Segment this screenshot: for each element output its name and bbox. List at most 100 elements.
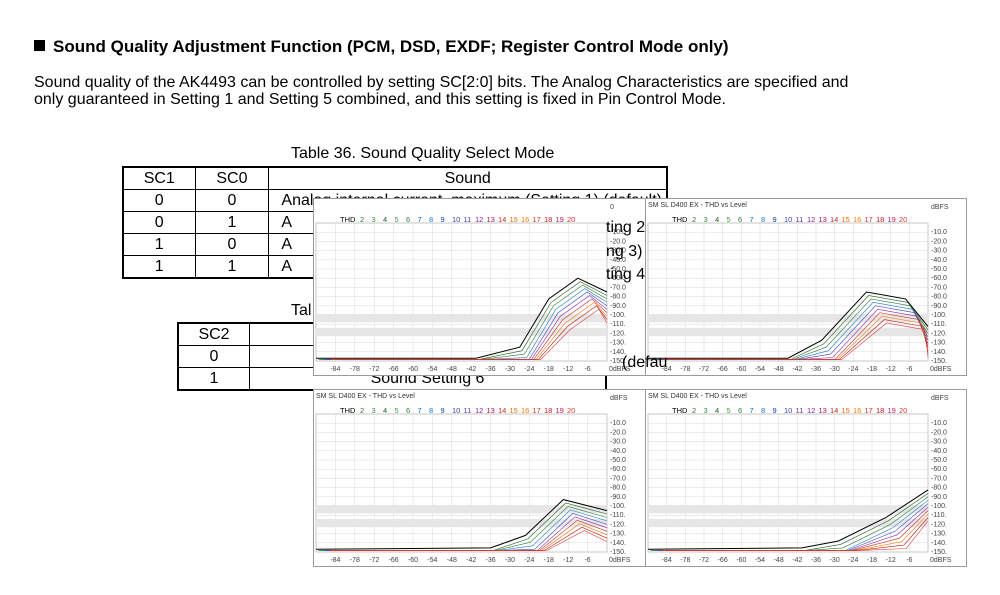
- legend-entry: 3: [704, 406, 708, 415]
- y-tick-label: -60.0: [610, 466, 626, 473]
- x-tick-label: -72: [699, 557, 709, 564]
- plot-svg: THD 2 3 4 5 6 7 8 9 10 11 12 13 14 15 16 17 18 19 20 0 -10.0 -…: [315, 204, 631, 373]
- y-tick-label: -40.0: [610, 257, 626, 264]
- legend-entry: 9: [441, 215, 445, 224]
- y-unit-label: dBFS: [610, 395, 628, 402]
- x-tick-label: -72: [699, 366, 709, 373]
- y-tick-label: -150.: [931, 358, 947, 365]
- y-tick-label: -140.: [931, 540, 947, 547]
- x-tick-label: -18: [544, 557, 554, 564]
- x-tick-label: -12: [886, 557, 896, 564]
- table36-cell: 1: [194, 255, 270, 279]
- table36-cell: 0: [194, 233, 270, 256]
- table36-cell: 1: [122, 233, 196, 256]
- table36-header-sc0: SC0: [194, 166, 270, 190]
- legend-entry: 13: [819, 406, 827, 415]
- y-tick-label: -60.0: [610, 275, 626, 282]
- y-unit-label: 0: [610, 204, 614, 211]
- legend-entry: 2: [692, 406, 696, 415]
- legend-entry: 13: [487, 406, 495, 415]
- legend-entry: 14: [498, 406, 506, 415]
- x-tick-label: -66: [718, 366, 728, 373]
- x-tick-label: -36: [811, 557, 821, 564]
- y-tick-label: -140.: [610, 540, 626, 547]
- x-tick-label: -78: [350, 366, 360, 373]
- y-tick-label: -120.: [610, 521, 626, 528]
- y-tick-label: -140.: [610, 349, 626, 356]
- thd-curve: [337, 308, 608, 360]
- x-tick-label: -84: [662, 557, 672, 564]
- y-tick-label: -150.: [610, 358, 626, 365]
- table36-cell: 0: [194, 189, 270, 212]
- y-tick-label: -90.0: [610, 303, 626, 310]
- legend-entry: 18: [544, 406, 552, 415]
- y-tick-label: -110.: [931, 321, 946, 328]
- legend-entry: 10: [452, 215, 460, 224]
- table37-header-sc2: SC2: [177, 322, 250, 346]
- section-heading: Sound Quality Adjustment Function (PCM, …: [34, 37, 729, 57]
- legend-label: THD: [340, 406, 356, 415]
- legend-entry: 17: [865, 406, 873, 415]
- legend-entry: 19: [888, 406, 896, 415]
- table36-caption: Table 36. Sound Quality Select Mode: [291, 145, 555, 162]
- thd-curve: [668, 520, 929, 551]
- legend-entry: 6: [738, 406, 742, 415]
- legend-entry: 17: [533, 215, 541, 224]
- legend-entry: 8: [429, 406, 433, 415]
- legend-entry: 7: [750, 215, 754, 224]
- legend-entry: 2: [692, 215, 696, 224]
- y-tick-label: -50.0: [610, 266, 626, 273]
- x-tick-label: -36: [486, 557, 496, 564]
- y-tick-label: -10.0: [931, 229, 947, 236]
- table36-header-sound: Sound: [268, 166, 668, 190]
- x-tick-label: -66: [718, 557, 728, 564]
- x-tick-label: -18: [867, 366, 877, 373]
- x-tick-label: -78: [350, 557, 360, 564]
- y-unit-label: dBFS: [931, 395, 949, 402]
- thd-curve: [648, 291, 929, 359]
- legend-entry: 5: [395, 406, 399, 415]
- legend-entry: 17: [533, 406, 541, 415]
- x-tick-label: -24: [848, 366, 858, 373]
- y-tick-label: -120.: [610, 330, 626, 337]
- y-tick-label: -50.0: [610, 457, 626, 464]
- x-tick-label: -78: [680, 366, 690, 373]
- table37-cell: 0: [177, 345, 250, 368]
- y-tick-label: -90.0: [931, 303, 947, 310]
- y-tick-label: -80.0: [610, 294, 626, 301]
- y-tick-label: -40.0: [610, 448, 626, 455]
- x-tick-label: -12: [563, 366, 573, 373]
- legend-entry: 16: [853, 215, 861, 224]
- x-tick-label: -36: [811, 366, 821, 373]
- x-tick-label: -42: [466, 366, 476, 373]
- x-tick-label: -12: [563, 557, 573, 564]
- x-tick-label: -24: [848, 557, 858, 564]
- legend-entry: 15: [842, 215, 850, 224]
- y-tick-label: -70.0: [931, 284, 947, 291]
- legend-entry: 19: [888, 215, 896, 224]
- y-tick-label: -10.0: [610, 229, 626, 236]
- legend-entry: 20: [899, 215, 907, 224]
- legend-entry: 16: [853, 406, 861, 415]
- plot-area: [315, 413, 608, 553]
- plot-title: SM SL D400 EX - THD vs Level: [648, 202, 747, 209]
- y-tick-label: -30.0: [931, 439, 947, 446]
- y-tick-label: -20.0: [931, 429, 947, 436]
- x-tick-label: -18: [867, 557, 877, 564]
- x-tick-label: -54: [427, 557, 437, 564]
- x-tick-label: -72: [369, 366, 379, 373]
- x-end-label: 0dBFS: [609, 366, 631, 373]
- legend-entry: 4: [383, 406, 387, 415]
- y-tick-label: -70.0: [931, 475, 947, 482]
- y-tick-label: -100.: [610, 503, 626, 510]
- legend-entry: 4: [715, 406, 719, 415]
- y-tick-label: -110.: [610, 512, 625, 519]
- x-tick-label: -84: [330, 366, 340, 373]
- x-tick-label: -18: [544, 366, 554, 373]
- legend-entry: 5: [395, 215, 399, 224]
- legend-entry: 4: [715, 215, 719, 224]
- legend-entry: 8: [761, 406, 765, 415]
- x-tick-label: -30: [505, 366, 515, 373]
- table36-cell: 0: [122, 189, 196, 212]
